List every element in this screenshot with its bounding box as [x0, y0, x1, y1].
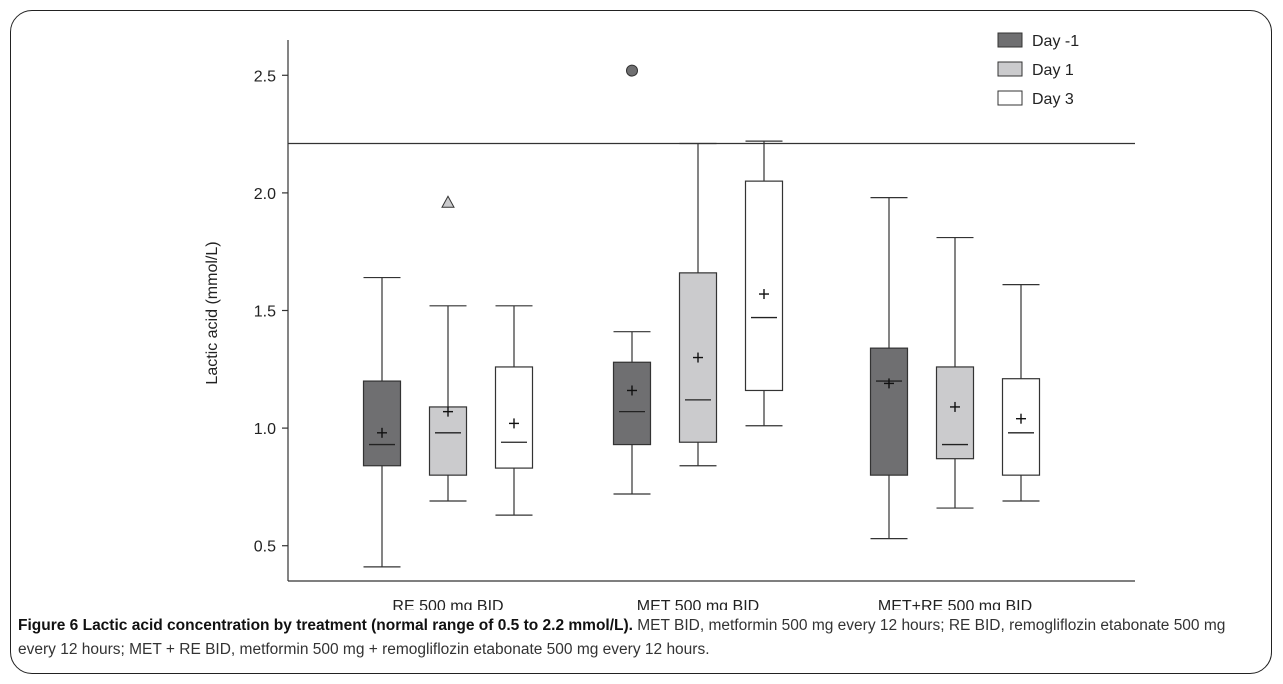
figure-frame [10, 10, 1272, 674]
legend-swatch [997, 61, 1023, 77]
box-group [362, 276, 402, 568]
legend-swatch [997, 90, 1023, 106]
box-group [428, 195, 468, 502]
box-group [744, 140, 784, 427]
caption-text: MET BID, metformin 500 mg every 12 hours… [18, 617, 1226, 658]
figure-caption: Figure 6 Lactic acid concentration by tr… [18, 614, 1266, 662]
legend-label: Day 1 [1032, 62, 1074, 79]
x-tick-label: MET 500 mg BID [637, 598, 759, 610]
box-group [935, 236, 975, 509]
y-tick-label: 1.5 [254, 304, 276, 321]
y-tick-label: 2.0 [254, 186, 276, 203]
legend-label: Day -1 [1032, 33, 1079, 50]
box-group [869, 196, 909, 540]
box [362, 380, 402, 467]
legend-label: Day 3 [1032, 91, 1074, 108]
lactic-acid-boxplot: 0.5 1.0 1.5 2.0 2.5 RE 500 mg BID MET 500 mg B… [204, 32, 1135, 610]
box [744, 180, 784, 392]
y-axis-label: Lactic acid (mmol/L) [204, 241, 221, 384]
axes: 0.5 1.0 1.5 2.0 2.5 RE 500 mg BID MET 500 mg B… [254, 40, 1135, 610]
box [494, 366, 534, 469]
caption-title: Figure 6 Lactic acid concentration by tr… [18, 617, 633, 634]
outlier-point [441, 195, 455, 208]
x-tick-label: MET+RE 500 mg BID [878, 598, 1032, 610]
box [1001, 378, 1041, 476]
box-group [1001, 284, 1041, 502]
box [869, 347, 909, 476]
x-tick-label: RE 500 mg BID [392, 598, 503, 610]
y-tick-label: 0.5 [254, 539, 276, 556]
y-tick-label: 2.5 [254, 68, 276, 85]
box-group [678, 142, 718, 467]
legend: Day -1 Day 1 Day 3 [997, 32, 1079, 108]
box [612, 361, 652, 446]
legend-swatch [997, 32, 1023, 48]
box [428, 406, 468, 476]
box-group [494, 305, 534, 516]
box-group [612, 64, 652, 495]
outlier-point [626, 64, 638, 77]
y-tick-label: 1.0 [254, 421, 276, 438]
box [935, 366, 975, 460]
plot-area [288, 64, 1135, 568]
